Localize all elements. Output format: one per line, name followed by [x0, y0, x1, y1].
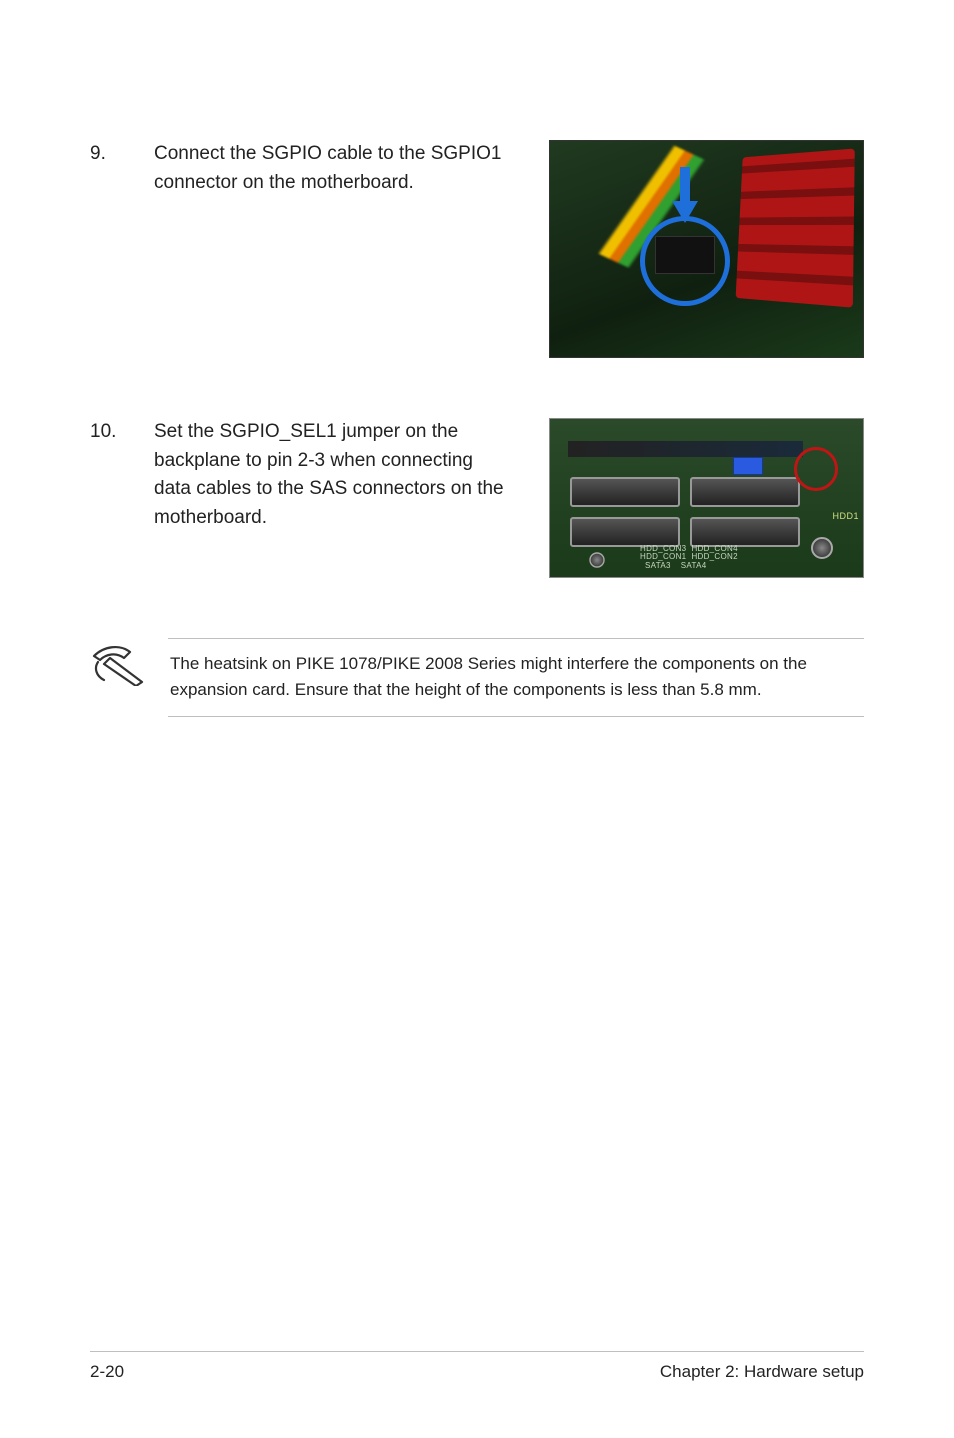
sata-connectors-graphic [736, 149, 855, 308]
page-footer: 2-20 Chapter 2: Hardware setup [90, 1351, 864, 1382]
step-9: 9. Connect the SGPIO cable to the SGPIO1… [90, 140, 864, 358]
step-text: Set the SGPIO_SEL1 jumper on the backpla… [154, 418, 525, 532]
arrow-down-icon [674, 167, 696, 227]
connector-silk-labels: HDD_CON3 HDD_CON4 HDD_CON1 HDD_CON2 SATA… [640, 545, 738, 571]
page: 9. Connect the SGPIO cable to the SGPIO1… [0, 0, 954, 1438]
jumper-graphic [733, 457, 763, 475]
figure-sgpio-cable [549, 140, 864, 358]
note-text: The heatsink on PIKE 1078/PIKE 2008 Seri… [168, 638, 864, 717]
highlight-circle-icon [794, 447, 838, 491]
chapter-label: Chapter 2: Hardware setup [660, 1362, 864, 1382]
figure-backplane-jumper: HDD1 HDD_CON3 HDD_CON4 HDD_CON1 HDD_CON2… [549, 418, 864, 578]
step-text: Connect the SGPIO cable to the SGPIO1 co… [154, 140, 525, 197]
highlight-circle-icon [640, 216, 730, 306]
step-number: 10. [90, 418, 130, 447]
note-callout: The heatsink on PIKE 1078/PIKE 2008 Seri… [90, 638, 864, 717]
hdd1-silk-label: HDD1 [832, 511, 859, 521]
page-number: 2-20 [90, 1362, 124, 1382]
note-hand-icon [90, 638, 146, 691]
step-10: 10. Set the SGPIO_SEL1 jumper on the bac… [90, 418, 864, 578]
step-number: 9. [90, 140, 130, 169]
